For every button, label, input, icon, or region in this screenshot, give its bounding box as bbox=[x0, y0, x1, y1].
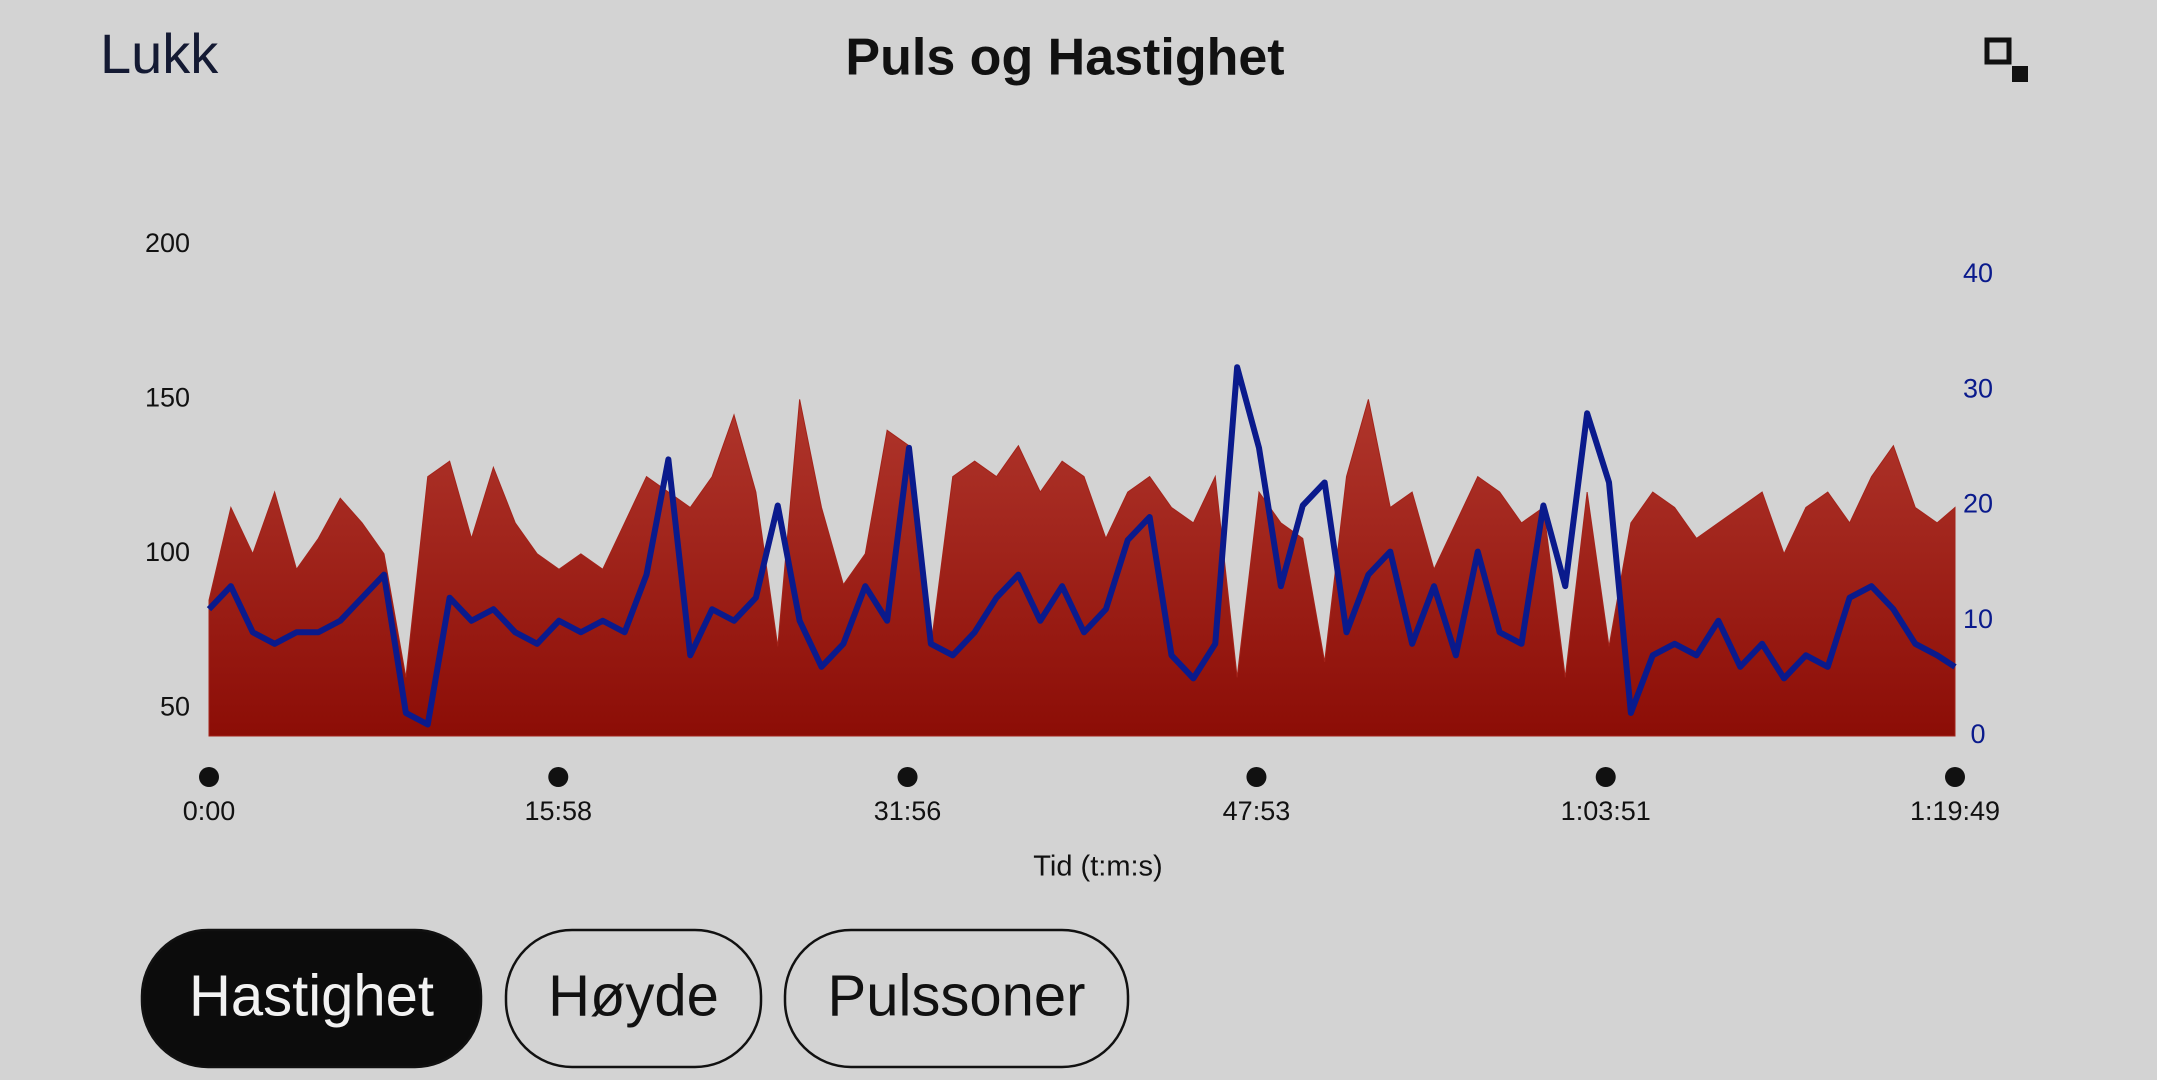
tab-label: Hastighet bbox=[189, 963, 434, 1028]
tab-background bbox=[504, 928, 763, 1069]
x-tick-dot bbox=[1945, 767, 1965, 787]
y-tick-label: 150 bbox=[145, 383, 190, 413]
x-tick-label: 47:53 bbox=[1223, 796, 1291, 826]
x-tick-dot bbox=[199, 767, 219, 787]
tab[interactable]: Pulssoner bbox=[783, 928, 1130, 1069]
y-tick-label: 200 bbox=[145, 228, 190, 258]
heart-rate-area bbox=[208, 399, 1956, 737]
x-tick-label: 31:56 bbox=[874, 796, 942, 826]
x-tick-dot bbox=[1595, 767, 1616, 787]
tab[interactable]: Høyde bbox=[504, 928, 763, 1069]
tabs: Hastighet Høyde Pulssoner bbox=[140, 928, 1130, 1069]
x-tick-dot bbox=[548, 767, 569, 787]
speed-line bbox=[206, 364, 1957, 728]
x-tick-dot bbox=[897, 767, 918, 787]
x-tick-label: 0:00 bbox=[183, 796, 236, 826]
y2-tick-label: 30 bbox=[1963, 373, 1993, 403]
x-tick-dot bbox=[1246, 767, 1267, 787]
x-tick-label: 1:03:51 bbox=[1561, 796, 1651, 826]
tab-background bbox=[140, 928, 483, 1069]
plot: 50 100 150 200 0 10 20 30 40 0:00 15:58 31:56 47:53 1… bbox=[145, 228, 2000, 826]
y2-tick-label: 40 bbox=[1963, 258, 1993, 288]
tab-label: Pulssoner bbox=[828, 963, 1086, 1028]
chart-title: Puls og Hastighet bbox=[845, 29, 1284, 87]
close-button[interactable]: Lukk bbox=[100, 22, 219, 85]
fullscreen-icon[interactable] bbox=[1984, 37, 2028, 82]
tab-label: Høyde bbox=[548, 963, 719, 1028]
y2-tick-label: 0 bbox=[1970, 719, 1985, 749]
x-tick-label: 1:19:49 bbox=[1910, 796, 2000, 826]
y-tick-label: 50 bbox=[160, 691, 190, 721]
y2-tick-label: 10 bbox=[1963, 604, 1993, 634]
x-axis-label: Tid (t:m:s) bbox=[1033, 851, 1162, 883]
y2-tick-label: 20 bbox=[1963, 489, 1993, 519]
tab-background bbox=[783, 928, 1130, 1069]
tab[interactable]: Hastighet bbox=[140, 928, 483, 1069]
y-tick-label: 100 bbox=[145, 537, 190, 567]
x-tick-label: 15:58 bbox=[524, 796, 592, 826]
